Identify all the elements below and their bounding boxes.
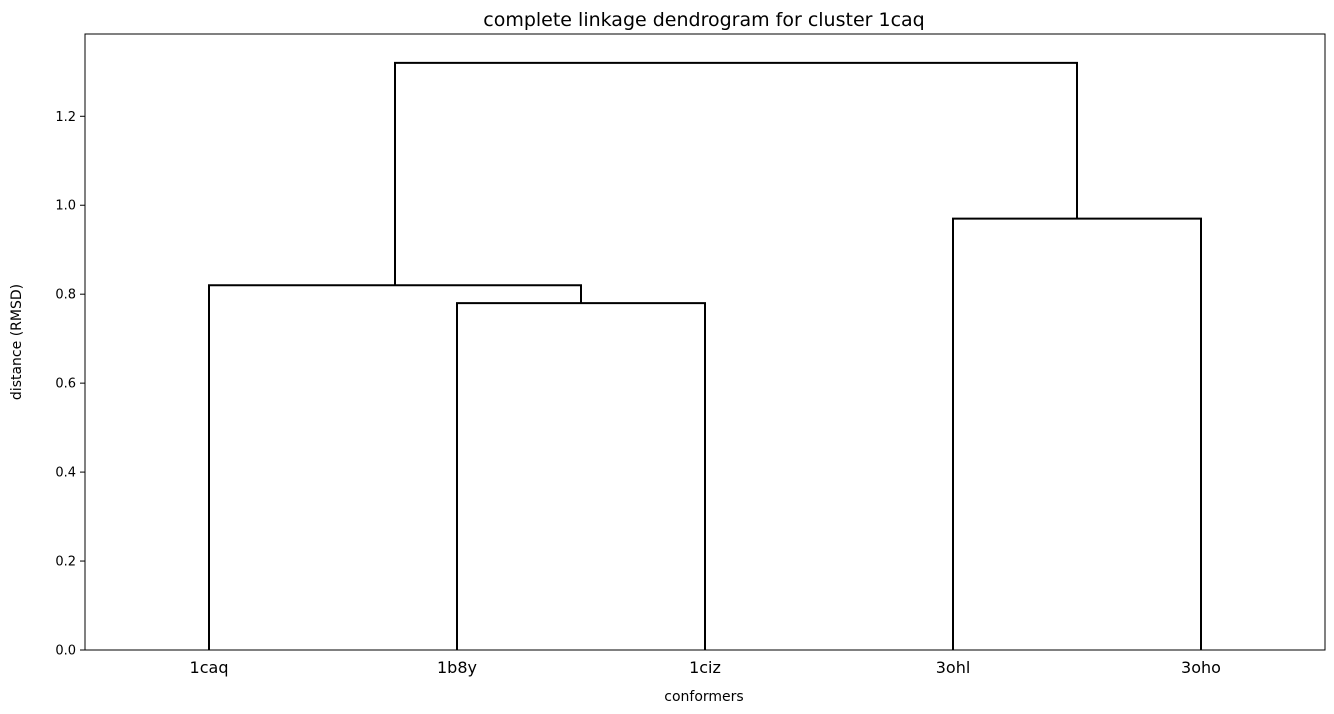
x-leaf-label: 1ciz [689,658,721,677]
y-tick-label: 0.4 [55,466,76,481]
y-tick-label: 1.0 [55,199,76,214]
x-leaf-label: 1b8y [437,658,477,677]
y-tick-label: 0.2 [55,555,76,570]
chart-title: complete linkage dendrogram for cluster … [483,9,924,31]
x-axis: 1caq 1b8y 1ciz 3ohl 3oho [190,658,1221,677]
dendrogram-link-1 [456,302,706,650]
x-leaf-label: 1caq [190,658,229,677]
dendrogram-link-3 [952,217,1202,650]
y-axis: 0.0 0.2 0.4 0.6 0.8 1.0 1.2 [55,110,85,659]
dendrogram-link-2 [208,284,582,650]
y-axis-label: distance (RMSD) [9,284,25,400]
y-tick-label: 0.0 [55,644,76,659]
x-axis-label: conformers [664,689,743,705]
plot-area [84,33,1326,651]
y-tick-label: 0.8 [55,288,76,303]
dendrogram-link-4 [394,61,1078,286]
x-leaf-label: 3oho [1181,658,1221,677]
x-leaf-label: 3ohl [936,658,971,677]
y-tick-label: 0.6 [55,377,76,392]
y-tick-label: 1.2 [55,110,76,125]
